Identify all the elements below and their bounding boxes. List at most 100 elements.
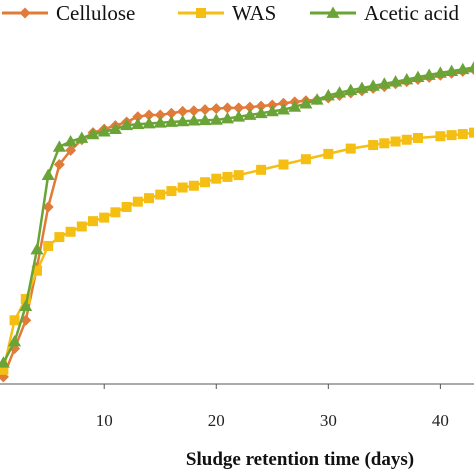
- data-point: [8, 335, 22, 347]
- data-point: [30, 242, 44, 255]
- data-point: [42, 201, 54, 213]
- data-point: [299, 97, 313, 109]
- data-point: [265, 104, 279, 117]
- data-point: [132, 111, 144, 123]
- legend-item: Cellulose: [2, 1, 135, 25]
- data-point: [310, 93, 324, 105]
- data-point: [411, 70, 425, 82]
- data-point: [154, 109, 166, 121]
- data-point: [401, 134, 412, 145]
- data-point: [210, 103, 222, 115]
- data-point: [86, 127, 100, 140]
- data-point: [233, 102, 245, 114]
- x-tick-label: 20: [208, 411, 225, 430]
- data-point: [355, 81, 369, 93]
- data-point: [400, 73, 414, 85]
- data-point: [233, 170, 244, 181]
- data-point: [121, 202, 132, 212]
- data-point: [110, 207, 121, 218]
- data-point: [76, 221, 87, 232]
- x-tick-label: 30: [320, 411, 337, 430]
- data-point: [153, 116, 167, 128]
- data-point: [243, 108, 257, 120]
- data-point: [164, 115, 178, 127]
- data-point: [54, 232, 65, 243]
- data-point: [321, 88, 335, 101]
- data-point: [143, 109, 155, 121]
- data-point: [198, 113, 212, 126]
- data-point: [288, 100, 302, 112]
- data-point: [445, 64, 459, 76]
- data-point: [188, 180, 199, 191]
- data-point: [188, 105, 200, 117]
- data-point: [457, 129, 468, 140]
- data-point: [108, 122, 122, 134]
- data-point: [277, 103, 291, 115]
- data-point: [166, 186, 177, 197]
- data-point: [254, 106, 268, 119]
- data-point: [177, 105, 189, 117]
- data-point: [187, 114, 201, 126]
- data-point: [99, 212, 110, 223]
- data-point: [31, 265, 42, 276]
- data-point: [333, 86, 347, 98]
- data-point: [232, 110, 246, 122]
- x-tick-label: 40: [432, 411, 449, 430]
- data-point: [222, 171, 233, 182]
- data-point: [446, 130, 457, 141]
- data-point: [221, 102, 233, 114]
- plot-area: [0, 61, 474, 383]
- data-point: [300, 154, 311, 165]
- data-point: [0, 364, 9, 375]
- series-cellulose: [0, 64, 474, 383]
- data-point: [255, 100, 267, 112]
- data-point: [9, 315, 20, 326]
- data-point: [244, 101, 256, 113]
- data-point: [200, 177, 211, 188]
- data-point: [368, 140, 379, 151]
- legend: Cellulose WAS Acetic acid: [2, 1, 460, 25]
- data-point: [41, 168, 55, 181]
- legend-label: Acetic acid: [364, 1, 460, 25]
- legend-marker: [326, 6, 340, 18]
- legend-label: Cellulose: [56, 1, 135, 25]
- data-point: [209, 113, 223, 125]
- data-point: [65, 144, 77, 156]
- legend-marker: [19, 7, 31, 19]
- data-point: [53, 159, 65, 171]
- data-point: [456, 62, 470, 75]
- data-point: [467, 61, 474, 73]
- data-point: [132, 196, 143, 207]
- series-line: [2, 131, 474, 371]
- data-point: [0, 356, 10, 368]
- x-axis-title: Sludge retention time (days): [186, 449, 414, 470]
- legend-label: WAS: [232, 1, 276, 25]
- data-point: [389, 75, 403, 87]
- data-point: [390, 136, 401, 147]
- data-point: [199, 104, 211, 116]
- data-point: [165, 107, 177, 119]
- data-point: [366, 79, 380, 91]
- data-point: [256, 164, 267, 175]
- series-was: [0, 127, 474, 375]
- x-tick-label: 10: [96, 411, 113, 430]
- data-point: [52, 140, 66, 152]
- data-point: [64, 135, 78, 147]
- data-point: [131, 117, 145, 130]
- legend-item: WAS: [178, 1, 276, 25]
- data-point: [435, 131, 446, 142]
- legend-item: Acetic acid: [310, 1, 460, 25]
- data-point: [469, 127, 474, 138]
- data-point: [144, 193, 155, 204]
- data-point: [75, 131, 89, 143]
- data-point: [422, 68, 436, 80]
- data-point: [97, 125, 111, 137]
- series-acetic-acid: [0, 61, 474, 368]
- data-point: [88, 216, 99, 227]
- legend-marker: [196, 8, 206, 18]
- data-point: [19, 299, 33, 311]
- data-point: [323, 148, 334, 159]
- data-point: [379, 138, 390, 149]
- data-point: [176, 114, 190, 127]
